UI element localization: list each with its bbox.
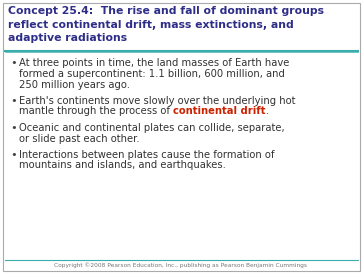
Text: Concept 25.4:  The rise and fall of dominant groups: Concept 25.4: The rise and fall of domin… (8, 6, 324, 16)
Text: •: • (10, 150, 17, 160)
Text: •: • (10, 59, 17, 68)
Text: adaptive radiations: adaptive radiations (8, 33, 127, 43)
Text: mantle through the process of: mantle through the process of (19, 107, 173, 116)
Text: formed a supercontinent: 1.1 billion, 600 million, and: formed a supercontinent: 1.1 billion, 60… (19, 69, 285, 79)
Text: or slide past each other.: or slide past each other. (19, 133, 140, 144)
Text: Oceanic and continental plates can collide, separate,: Oceanic and continental plates can colli… (19, 123, 285, 133)
Text: •: • (10, 123, 17, 133)
Text: Earth's continents move slowly over the underlying hot: Earth's continents move slowly over the … (19, 96, 295, 106)
Text: Copyright ©2008 Pearson Education, Inc., publishing as Pearson Benjamin Cummings: Copyright ©2008 Pearson Education, Inc.,… (54, 262, 307, 268)
Text: 250 million years ago.: 250 million years ago. (19, 79, 130, 90)
Text: .: . (266, 107, 269, 116)
Text: Interactions between plates cause the formation of: Interactions between plates cause the fo… (19, 150, 274, 160)
Text: mountains and islands, and earthquakes.: mountains and islands, and earthquakes. (19, 161, 226, 170)
Text: reflect continental drift, mass extinctions, and: reflect continental drift, mass extincti… (8, 19, 294, 30)
Text: continental drift: continental drift (173, 107, 266, 116)
Text: •: • (10, 96, 17, 106)
Text: At three points in time, the land masses of Earth have: At three points in time, the land masses… (19, 59, 289, 68)
